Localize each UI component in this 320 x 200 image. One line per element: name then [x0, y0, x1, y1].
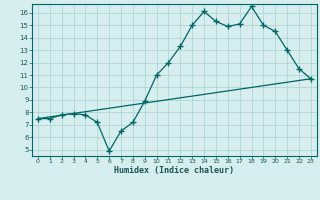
- X-axis label: Humidex (Indice chaleur): Humidex (Indice chaleur): [115, 166, 234, 175]
